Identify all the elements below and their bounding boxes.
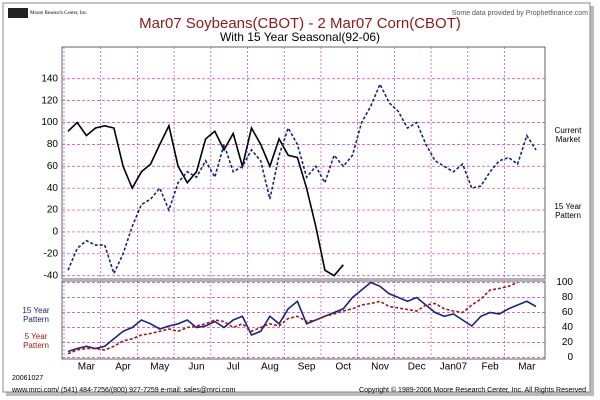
x-tick-label: Apr	[115, 362, 131, 373]
y-tick-label: 20	[562, 337, 574, 348]
x-tick-label: Aug	[261, 362, 279, 373]
y-tick-label: 60	[47, 161, 59, 172]
plot-area	[61, 46, 546, 280]
y-tick-label: 100	[556, 277, 573, 288]
chart-title: Mar07 Soybeans(CBOT) - 2 Mar07 Corn(CBOT…	[139, 15, 461, 32]
x-tick-label: Oct	[336, 362, 352, 373]
series-line	[67, 82, 537, 276]
legend-entry: 5 Year Pattern	[23, 332, 49, 350]
credit: Some data provided by Prophetfinance.com	[452, 10, 588, 17]
date: 20061027	[12, 375, 43, 382]
plot-area	[61, 280, 546, 360]
chart-subtitle: With 15 Year Seasonal(92-06)	[220, 30, 380, 44]
x-tick-label: Mar	[518, 362, 536, 373]
legend-entry: 15 Year Pattern	[554, 202, 582, 220]
x-tick-label: Jan07	[440, 362, 468, 373]
y-tick-label: -40	[44, 270, 59, 281]
logo: Moore Research Center, Inc.	[30, 11, 87, 16]
y-tick-label: -20	[44, 248, 59, 259]
series-line	[67, 281, 518, 355]
y-tick-label: 120	[41, 95, 58, 106]
y-tick-label: 80	[562, 292, 574, 303]
y-tick-label: 0	[52, 227, 58, 238]
y-tick-label: 140	[41, 73, 58, 84]
series-line	[67, 121, 344, 277]
logo-mark	[8, 8, 28, 18]
legend-entry: 15 Year Pattern	[22, 306, 50, 324]
contact: www.mrci.com/ (541) 484-7256/(800) 927-7…	[11, 387, 236, 394]
x-tick-label: Sep	[298, 362, 316, 373]
y-tick-label: 80	[47, 139, 59, 150]
series-line	[67, 281, 537, 353]
x-tick-label: Jul	[227, 362, 240, 373]
y-tick-label: 0	[567, 352, 573, 363]
x-tick-label: Jun	[188, 362, 204, 373]
x-tick-label: Nov	[371, 362, 389, 373]
y-tick-label: 20	[47, 205, 59, 216]
y-tick-label: 60	[562, 307, 574, 318]
x-tick-label: May	[150, 362, 169, 373]
y-tick-label: 100	[41, 117, 58, 128]
x-tick-label: Feb	[482, 362, 500, 373]
y-tick-label: 40	[47, 183, 59, 194]
y-tick-label: 40	[562, 322, 574, 333]
copyright: Copyright © 1989-2006 Moore Research Cen…	[359, 386, 586, 394]
legend-entry: Current Market	[554, 126, 582, 144]
x-tick-label: Mar	[78, 362, 96, 373]
x-tick-label: Dec	[408, 362, 426, 373]
